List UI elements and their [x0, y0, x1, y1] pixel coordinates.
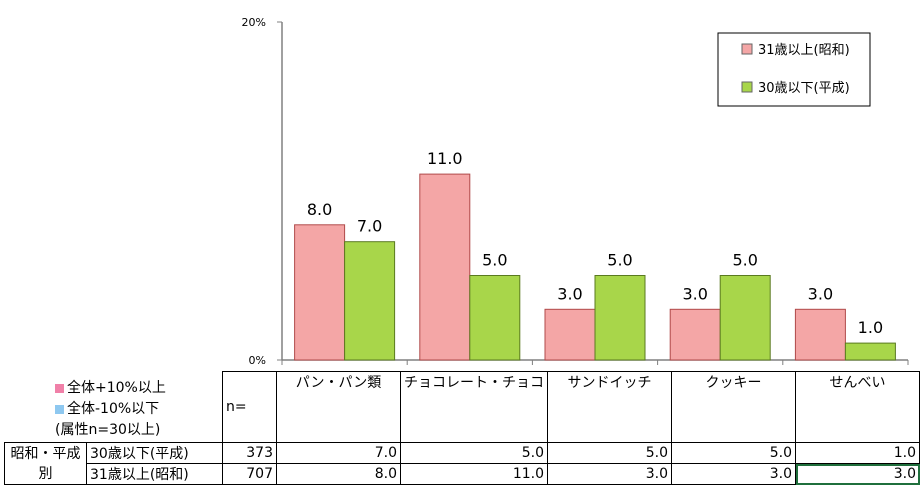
- bar-showa-0[interactable]: [294, 224, 346, 361]
- group-label-line1: 昭和・平成: [10, 445, 81, 462]
- table-cell[interactable]: 3.0: [547, 463, 672, 485]
- note-condition-text: (属性n=30以上): [55, 422, 161, 438]
- note-condition: (属性n=30以上): [55, 420, 166, 441]
- table-row: 31歳以上(昭和) 707 8.0 11.0 3.0 3.0 3.0: [5, 463, 920, 485]
- group-label-cell[interactable]: 昭和・平成 別: [4, 442, 87, 485]
- table-cell[interactable]: 3.0: [671, 463, 796, 485]
- blue-swatch-icon: [55, 405, 64, 414]
- bar-heisei-0[interactable]: [344, 241, 396, 361]
- data-labels-layer: 8.0 7.0 11.0 5.0 3.0 5.0 3.0 5.0 3.0 1.0: [307, 149, 883, 337]
- data-label: 5.0: [732, 251, 757, 270]
- legend-label-showa: 31歳以上(昭和): [758, 43, 850, 58]
- bar-heisei-4[interactable]: [844, 342, 896, 361]
- highlight-notes: 全体+10%以上 全体-10%以下 (属性n=30以上): [55, 378, 166, 441]
- blank-cell: [5, 372, 87, 443]
- data-table: n= パン・パン類 チョコレート・チョコ サンドイッチ クッキー せんべい 昭和…: [4, 371, 920, 485]
- table-cell[interactable]: 5.0: [547, 442, 672, 464]
- blank-cell: [87, 372, 223, 443]
- bar-showa-3[interactable]: [669, 308, 721, 361]
- row-label[interactable]: 30歳以下(平成): [86, 442, 223, 464]
- data-label: 5.0: [482, 251, 507, 270]
- col-header[interactable]: パン・パン類: [276, 371, 401, 443]
- data-label: 7.0: [357, 217, 382, 236]
- note-above-text: 全体+10%以上: [67, 380, 166, 396]
- table-cell[interactable]: 8.0: [276, 463, 401, 485]
- group-label-line2: 別: [38, 465, 53, 482]
- chart-legend: 31歳以上(昭和) 30歳以下(平成): [717, 32, 871, 107]
- bar-heisei-2[interactable]: [594, 275, 646, 361]
- col-header[interactable]: せんべい: [795, 371, 920, 443]
- table-cell[interactable]: 1.0: [795, 442, 920, 464]
- data-label: 8.0: [307, 200, 332, 219]
- bar-showa-4[interactable]: [794, 308, 846, 361]
- n-value[interactable]: 373: [222, 442, 277, 464]
- table-cell[interactable]: 5.0: [400, 442, 548, 464]
- legend-swatch-heisei: [741, 81, 753, 93]
- selected-table-cell[interactable]: 3.0: [795, 463, 920, 485]
- bar-chart: 20% 0% 8.0 7.0 11.0 5.0 3.0 5.0 3.0 5.0 3.0 1.0 31…: [242, 16, 909, 367]
- y-tick-label: 20%: [242, 16, 266, 29]
- data-label: 5.0: [607, 251, 632, 270]
- note-above: 全体+10%以上: [55, 378, 166, 399]
- bar-heisei-1[interactable]: [469, 275, 521, 361]
- row-label[interactable]: 31歳以上(昭和): [86, 463, 223, 485]
- legend-swatch-showa: [741, 43, 753, 55]
- bar-showa-1[interactable]: [419, 173, 471, 361]
- n-header: n=: [222, 371, 277, 443]
- table-cell[interactable]: 11.0: [400, 463, 548, 485]
- table-row: 昭和・平成 別 30歳以下(平成) 373 7.0 5.0 5.0 5.0 1.…: [4, 442, 920, 485]
- table-cell[interactable]: 5.0: [671, 442, 796, 464]
- note-below: 全体-10%以下: [55, 399, 166, 420]
- y-tick-label: 0%: [249, 354, 266, 367]
- bars-layer: [294, 173, 896, 361]
- col-header[interactable]: サンドイッチ: [547, 371, 672, 443]
- data-label: 1.0: [858, 318, 883, 337]
- legend-label-heisei: 30歳以下(平成): [758, 81, 850, 96]
- data-label: 3.0: [557, 284, 582, 303]
- pink-swatch-icon: [55, 384, 64, 393]
- data-label: 11.0: [427, 149, 463, 168]
- table-cell[interactable]: 7.0: [276, 442, 401, 464]
- col-header[interactable]: チョコレート・チョコ: [400, 371, 548, 443]
- table-header-row: n= パン・パン類 チョコレート・チョコ サンドイッチ クッキー せんべい: [5, 371, 920, 443]
- data-label: 3.0: [808, 284, 833, 303]
- col-header[interactable]: クッキー: [671, 371, 796, 443]
- bar-showa-2[interactable]: [544, 308, 596, 361]
- n-value[interactable]: 707: [222, 463, 277, 485]
- note-below-text: 全体-10%以下: [67, 401, 160, 417]
- bar-heisei-3[interactable]: [719, 275, 771, 361]
- data-label: 3.0: [682, 284, 707, 303]
